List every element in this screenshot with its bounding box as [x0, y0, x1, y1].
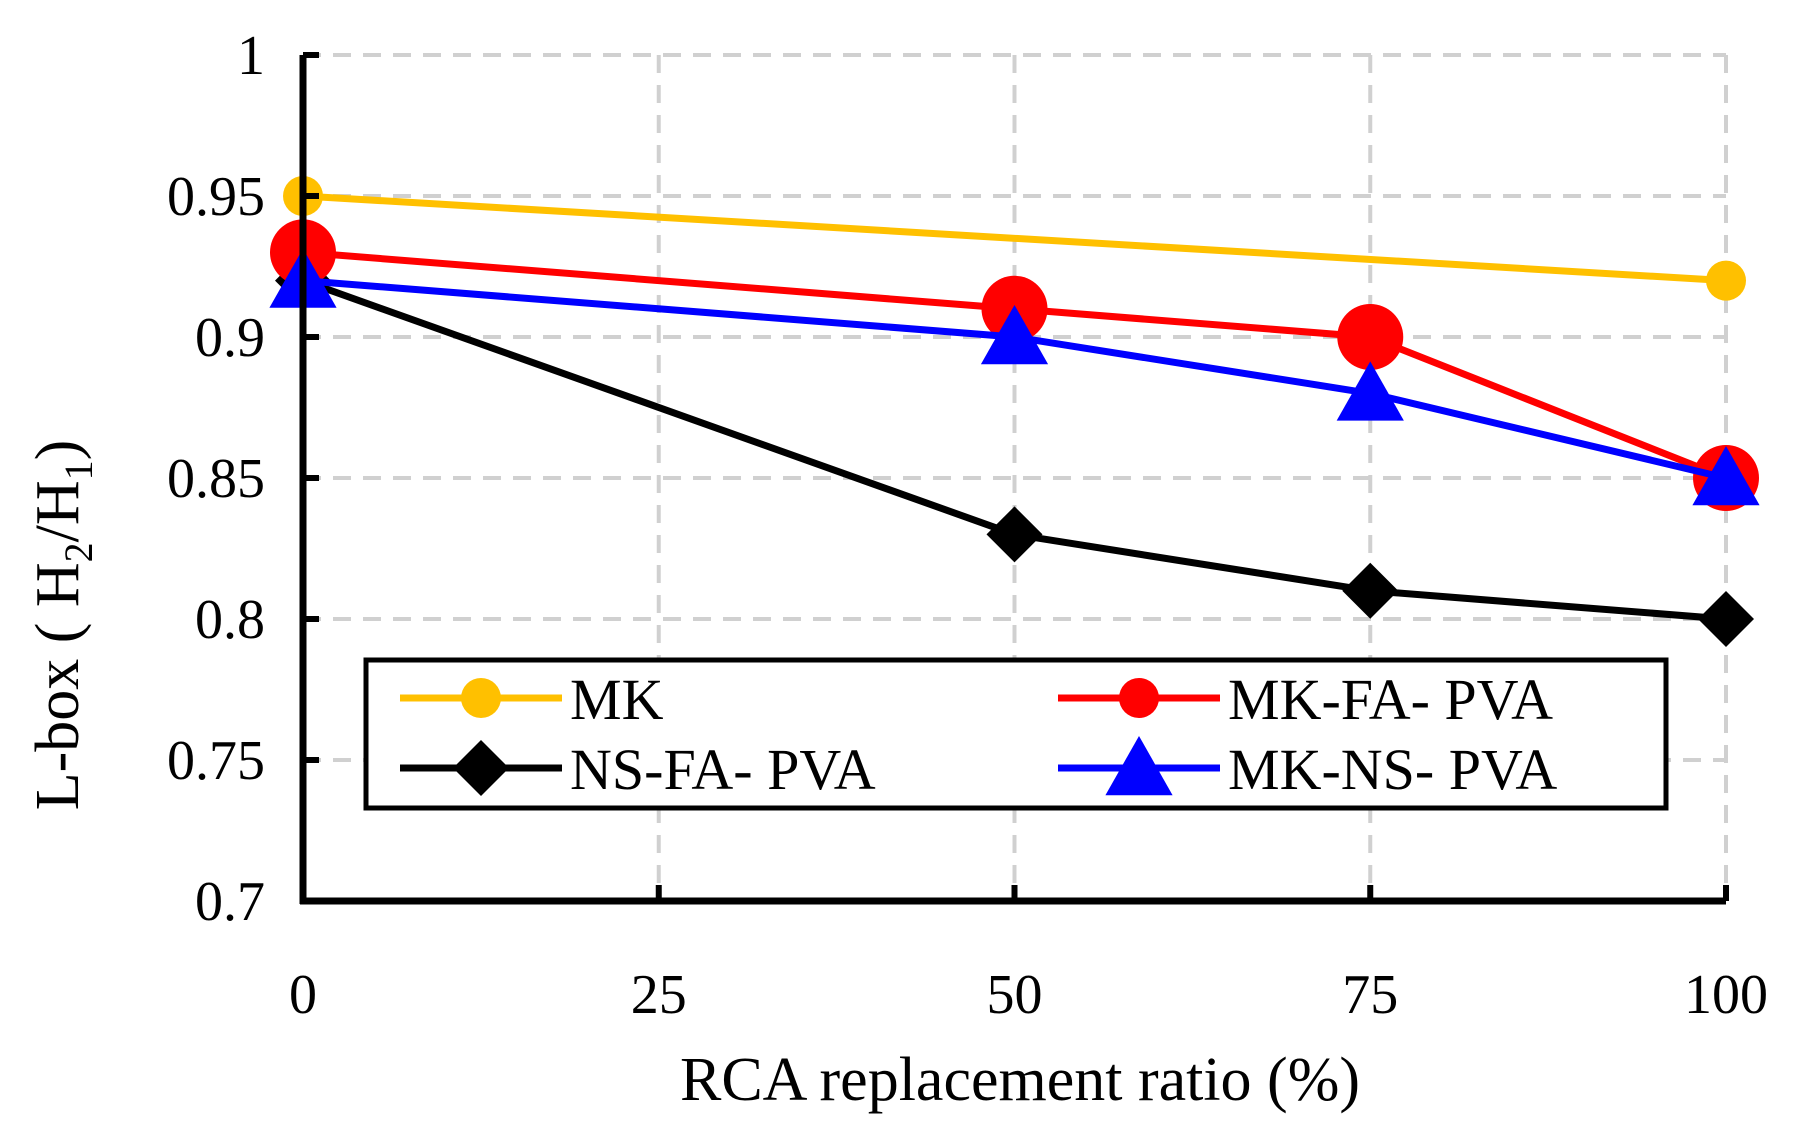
- y-tick-label-1: 0.75: [167, 730, 265, 792]
- x-tick-label-4: 100: [1684, 964, 1768, 1026]
- legend-entry-mk: MK: [400, 667, 664, 732]
- y-tick-label-3: 0.85: [167, 448, 265, 510]
- legend-marker-mk: [461, 678, 501, 718]
- y-tick-label-4: 0.9: [195, 307, 265, 369]
- legend-label-mk-fa-pva: MK-FA- PVA: [1228, 667, 1553, 732]
- x-tick-label-1: 25: [631, 964, 687, 1026]
- data-point-mk-ns-pva-3: [1692, 446, 1760, 506]
- series-mk-ns-pva: [269, 248, 1760, 506]
- series-line-ns-fa-pva: [301, 277, 1727, 623]
- x-tick-label-3: 75: [1342, 964, 1398, 1026]
- legend-entry-ns-fa-pva: NS-FA- PVA: [400, 737, 876, 802]
- data-point-ns-fa-pva-3: [1698, 591, 1754, 647]
- series-line-mk-fa-pva: [302, 248, 1728, 482]
- legend-label-ns-fa-pva: NS-FA- PVA: [570, 737, 876, 802]
- y-axis-title-suffix: ): [24, 440, 92, 461]
- y-tick-label-6: 1: [237, 25, 265, 87]
- series-line-mk-ns-pva: [302, 277, 1727, 482]
- legend-label-mk-ns-pva: MK-NS- PVA: [1228, 737, 1557, 802]
- data-point-ns-fa-pva-1: [986, 506, 1043, 563]
- y-axis-title: L-box ( H2/H1): [24, 440, 101, 811]
- y-axis-title-mid: /H: [24, 480, 92, 542]
- legend-marker-ns-fa-pva: [453, 740, 509, 796]
- ticks-layer: 0.7 0.75 0.8 0.85 0.9 0.95 1 0 25 50 75 100: [167, 25, 1768, 1026]
- series-layer: [269, 176, 1760, 647]
- legend-entry-mk-fa-pva: MK-FA- PVA: [1058, 667, 1553, 732]
- legend-marker-mk-ns-pva: [1105, 736, 1173, 796]
- legend-marker-mk-fa-pva: [1119, 678, 1159, 718]
- legend: MK MK-FA- PVA NS-FA- PVA MK-NS- PVA: [363, 657, 1669, 811]
- y-axis-title-sub2: 1: [56, 460, 101, 480]
- y-tick-label-2: 0.8: [195, 589, 265, 651]
- data-point-mk-1: [1706, 260, 1746, 301]
- data-point-mk-fa-pva-2: [1337, 304, 1404, 370]
- x-tick-label-0: 0: [289, 964, 317, 1026]
- series-line-mk: [302, 192, 1727, 285]
- data-point-ns-fa-pva-2: [1342, 562, 1399, 619]
- x-tick-label-2: 50: [987, 964, 1043, 1026]
- legend-entry-mk-ns-pva: MK-NS- PVA: [1058, 736, 1557, 802]
- y-tick-label-0: 0.7: [195, 871, 265, 933]
- data-point-mk-ns-pva-1: [980, 305, 1049, 365]
- legend-label-mk: MK: [570, 667, 664, 732]
- x-axis-title: RCA replacement ratio (%): [680, 1046, 1360, 1114]
- legend-box: [363, 657, 1669, 811]
- data-point-mk-ns-pva-2: [1336, 361, 1404, 421]
- y-axis-title-prefix: L-box ( H: [24, 562, 92, 810]
- y-axis-title-sub1: 2: [56, 542, 101, 562]
- y-tick-label-5: 0.95: [167, 166, 265, 228]
